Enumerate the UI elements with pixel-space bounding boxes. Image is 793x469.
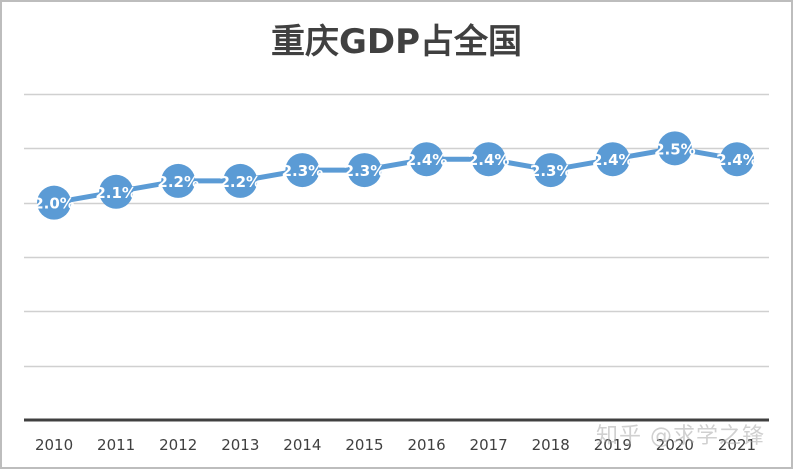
data-label: 2.4% (592, 151, 634, 169)
data-point-2010: 2.0% (33, 185, 75, 220)
data-label: 2.3% (282, 162, 324, 180)
x-tick-label: 2017 (470, 436, 508, 454)
data-point-2018: 2.3% (530, 153, 572, 188)
data-point-2011: 2.1% (95, 174, 137, 209)
x-tick-label: 2019 (594, 436, 632, 454)
data-point-2021: 2.4% (716, 142, 758, 177)
x-tick-label: 2021 (718, 436, 756, 454)
x-tick-label: 2013 (221, 436, 259, 454)
data-label: 2.5% (654, 140, 696, 158)
x-tick-labels: 2010 2011 2012 2013 2014 2015 2016 2017 2018 2019… (35, 436, 756, 454)
x-tick-label: 2011 (97, 436, 135, 454)
x-tick-label: 2016 (407, 436, 445, 454)
data-point-2015: 2.3% (344, 153, 386, 188)
data-point-2020: 2.5% (654, 131, 696, 166)
x-tick-label: 2010 (35, 436, 73, 454)
data-label: 2.2% (219, 173, 261, 191)
data-label: 2.1% (95, 184, 137, 202)
x-tick-label: 2020 (656, 436, 694, 454)
data-point-2017: 2.4% (468, 142, 510, 177)
data-point-2014: 2.3% (282, 153, 324, 188)
data-point-2013: 2.2% (219, 163, 261, 198)
x-tick-label: 2014 (283, 436, 321, 454)
data-label: 2.3% (344, 162, 386, 180)
data-label: 2.0% (33, 195, 75, 213)
data-label: 2.4% (406, 151, 448, 169)
x-tick-label: 2018 (532, 436, 570, 454)
data-label: 2.4% (716, 151, 758, 169)
data-point-2019: 2.4% (592, 142, 634, 177)
x-tick-label: 2012 (159, 436, 197, 454)
gridlines (24, 93, 769, 368)
data-label: 2.2% (157, 173, 199, 191)
watermark: 知乎 @求学之锋 (596, 424, 765, 449)
chart-title: 重庆GDP占全国 (270, 22, 523, 62)
data-markers: 2.0% 2.1% 2.2% 2.2% 2.3% 2.3% 2.4% 2.4% 2.3% 2.4%… (33, 131, 758, 220)
data-label: 2.3% (530, 162, 572, 180)
data-label: 2.4% (468, 151, 510, 169)
x-tick-label: 2015 (345, 436, 383, 454)
data-point-2016: 2.4% (406, 142, 448, 177)
data-point-2012: 2.2% (157, 163, 199, 198)
